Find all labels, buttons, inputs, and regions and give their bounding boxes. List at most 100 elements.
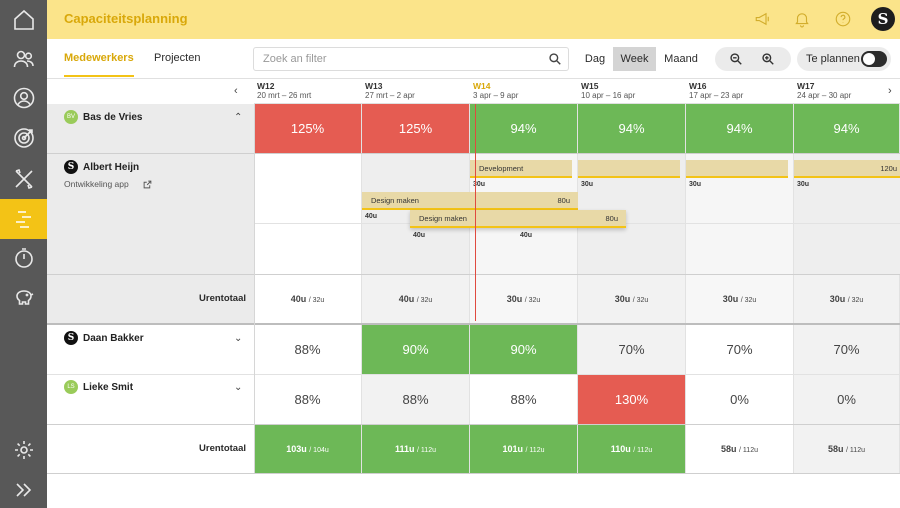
divider	[47, 473, 900, 474]
zoom-in-icon[interactable]	[761, 52, 775, 66]
totals-label: Urentotaal	[199, 293, 246, 304]
week-col-header: W15 10 apr – 16 apr	[581, 81, 636, 101]
utilization-cell[interactable]: 88%	[470, 374, 578, 424]
tools-icon[interactable]	[0, 159, 47, 199]
week-col-header: W13 27 mrt – 2 apr	[365, 81, 415, 101]
utilization-cell[interactable]: 88%	[254, 374, 362, 424]
avatar: LS	[64, 380, 78, 394]
utilization-cell[interactable]: 90%	[470, 324, 578, 374]
sidebar	[0, 0, 47, 508]
week-col-header-current: W14 3 apr – 9 apr	[473, 81, 519, 101]
next-week-icon[interactable]: ›	[888, 85, 892, 97]
help-icon[interactable]	[834, 10, 852, 28]
view-month-button[interactable]: Maand	[664, 53, 698, 65]
view-day-button[interactable]: Dag	[584, 53, 606, 65]
home-icon[interactable]	[0, 0, 47, 40]
row-bg	[47, 274, 254, 323]
utilization-cell[interactable]: 94%	[470, 104, 578, 153]
employee-name: Lieke Smit	[83, 382, 134, 393]
divider	[47, 374, 900, 375]
task-label: Design maken	[371, 195, 419, 205]
utilization-cell[interactable]: 94%	[794, 104, 900, 153]
task-hours: 120u	[880, 163, 897, 173]
week-cell-bg	[254, 153, 362, 274]
divider	[47, 323, 900, 325]
users-icon[interactable]	[0, 39, 47, 79]
week-hours: 30u	[689, 181, 702, 188]
total-cell: 30u / 32u	[470, 274, 578, 323]
utilization-cell[interactable]: 130%	[578, 374, 686, 424]
task-bar-development[interactable]: Development	[470, 160, 572, 178]
target-icon[interactable]	[0, 118, 47, 158]
total-cell: 111u / 112u	[362, 424, 470, 473]
search-box	[253, 47, 569, 71]
search-input[interactable]	[254, 48, 534, 70]
total-cell: 30u / 32u	[686, 274, 794, 323]
utilization-cell[interactable]: 88%	[362, 374, 470, 424]
task-bar-design-dragging[interactable]: Design maken 80u	[410, 210, 626, 228]
settings-icon[interactable]	[0, 430, 47, 470]
divider	[47, 424, 900, 425]
today-marker	[475, 104, 476, 321]
total-cell: 110u / 112u	[578, 424, 686, 473]
search-icon[interactable]	[548, 52, 562, 66]
total-cell: 103u / 104u	[254, 424, 362, 473]
week-hours: 40u	[413, 232, 426, 239]
company-logo[interactable]: S	[871, 7, 895, 31]
client-name: Albert Heijn	[83, 162, 140, 173]
zoom-out-icon[interactable]	[729, 52, 743, 66]
utilization-cell[interactable]: 88%	[254, 324, 362, 374]
chevron-down-icon[interactable]: ⌄	[234, 382, 243, 393]
toolbar: Medewerkers Projecten Dag Week Maand Te …	[47, 39, 900, 79]
timer-icon[interactable]	[0, 238, 47, 278]
week-col-header: W12 20 mrt – 26 mrt	[257, 81, 312, 101]
week-col-header: W17 24 apr – 30 apr	[797, 81, 852, 101]
task-label: Development	[479, 163, 524, 173]
employee-name: Daan Bakker	[83, 333, 144, 344]
tab-employees[interactable]: Medewerkers	[64, 52, 134, 77]
total-cell: 58u / 112u	[686, 424, 794, 473]
expand-icon[interactable]	[0, 470, 47, 508]
task-bar-segment[interactable]: 120u	[794, 160, 900, 178]
bell-icon[interactable]	[793, 10, 811, 28]
utilization-cell[interactable]: 94%	[578, 104, 686, 153]
tab-projects[interactable]: Projecten	[154, 52, 201, 64]
chevron-up-icon[interactable]: ⌃	[234, 112, 243, 123]
total-cell: 40u / 32u	[362, 274, 470, 323]
utilization-cell[interactable]: 70%	[578, 324, 686, 374]
employee-name: Bas de Vries	[83, 112, 143, 123]
utilization-cell[interactable]: 0%	[794, 374, 900, 424]
task-hours: 80u	[557, 195, 570, 205]
week-hours: 40u	[520, 232, 533, 239]
task-bar-segment[interactable]	[686, 160, 788, 178]
divider	[47, 274, 900, 275]
divider	[47, 153, 900, 154]
week-col-header: W16 17 apr – 23 apr	[689, 81, 744, 101]
to-plan-toggle-wrapper: Te plannen	[797, 47, 891, 71]
to-plan-toggle[interactable]	[861, 51, 887, 67]
week-header: ‹ W12 20 mrt – 26 mrt W13 27 mrt – 2 apr W…	[234, 79, 900, 104]
view-week-button[interactable]: Week	[613, 47, 656, 71]
chevron-down-icon[interactable]: ⌄	[234, 333, 243, 344]
external-link-icon[interactable]	[143, 178, 152, 189]
task-bar-design[interactable]: Design maken 80u	[362, 192, 578, 210]
task-label: Design maken	[419, 213, 467, 223]
utilization-cell[interactable]: 90%	[362, 324, 470, 374]
utilization-cell[interactable]: 94%	[686, 104, 794, 153]
task-bar-segment[interactable]	[578, 160, 680, 178]
utilization-cell[interactable]: 70%	[794, 324, 900, 374]
megaphone-icon[interactable]	[754, 10, 772, 28]
avatar: BV	[64, 110, 78, 124]
project-name[interactable]: Ontwikkeling app	[64, 179, 129, 189]
user-icon[interactable]	[0, 78, 47, 118]
prev-week-icon[interactable]: ‹	[234, 85, 238, 97]
to-plan-label: Te plannen	[806, 53, 860, 65]
utilization-cell[interactable]: 70%	[686, 324, 794, 374]
utilization-cell[interactable]: 125%	[362, 104, 470, 153]
piggybank-icon[interactable]	[0, 277, 47, 317]
utilization-cell[interactable]: 0%	[686, 374, 794, 424]
utilization-cell[interactable]: 125%	[254, 104, 362, 153]
page-title: Capaciteitsplanning	[64, 11, 188, 26]
total-cell: 101u / 112u	[470, 424, 578, 473]
planning-icon[interactable]	[0, 199, 47, 239]
